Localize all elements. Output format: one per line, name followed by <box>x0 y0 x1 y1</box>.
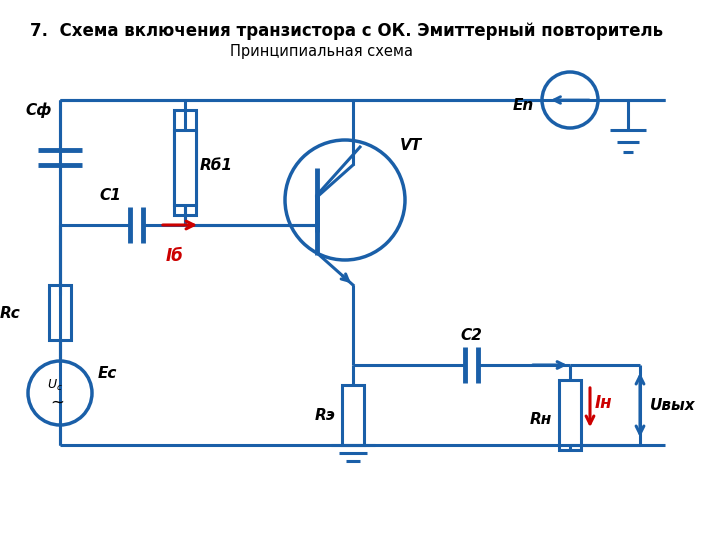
Text: VT: VT <box>400 138 422 152</box>
Text: 7.  Схема включения транзистора с ОК. Эмиттерный повторитель: 7. Схема включения транзистора с ОК. Эми… <box>30 22 663 40</box>
Text: Rэ: Rэ <box>314 408 335 422</box>
Text: $U_c$: $U_c$ <box>47 377 63 393</box>
Text: Сф: Сф <box>25 102 51 118</box>
Text: Iб: Iб <box>166 247 184 265</box>
Text: Uвых: Uвых <box>650 397 696 413</box>
Text: En: En <box>513 98 534 112</box>
Bar <box>174 130 196 205</box>
Text: Принципиальная схема: Принципиальная схема <box>230 44 413 59</box>
Text: ~: ~ <box>50 394 64 412</box>
Bar <box>342 385 364 445</box>
Text: Rн: Rн <box>530 413 552 428</box>
Text: C1: C1 <box>99 188 121 203</box>
Bar <box>174 110 196 215</box>
Text: Rc: Rc <box>0 306 20 321</box>
Bar <box>49 285 71 340</box>
Text: C2: C2 <box>460 328 482 343</box>
Text: Rб1: Rб1 <box>200 158 233 172</box>
Text: Iн: Iн <box>595 394 613 412</box>
Text: Ес: Ес <box>98 366 117 381</box>
Bar <box>559 380 581 450</box>
